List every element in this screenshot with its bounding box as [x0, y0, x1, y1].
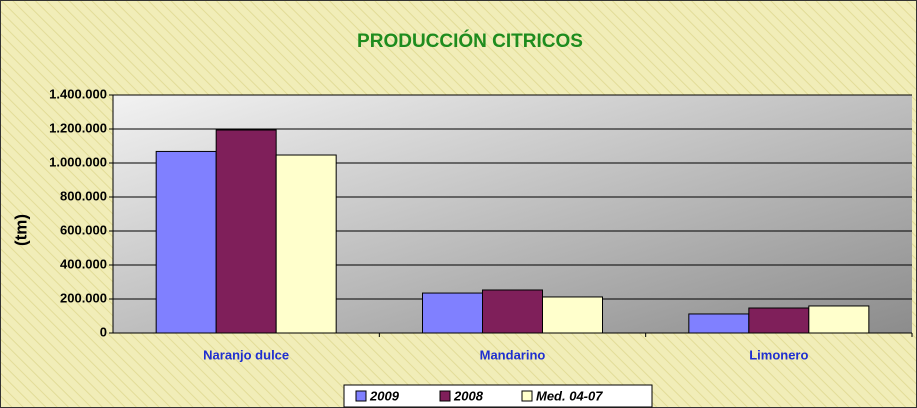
y-tick-label: 600.000 [60, 222, 107, 237]
x-tick-label: Limonero [749, 347, 808, 362]
y-tick-label: 400.000 [60, 256, 107, 271]
y-tick-label: 1.400.000 [49, 86, 107, 101]
bar [422, 292, 483, 334]
bar [808, 305, 870, 334]
legend-label: 2009 [369, 388, 400, 403]
bar [275, 154, 337, 334]
bar [542, 296, 603, 334]
bar [688, 313, 750, 334]
legend-swatch [521, 390, 533, 402]
legend-label: Med. 04-07 [536, 388, 603, 403]
y-tick-label: 1.200.000 [49, 120, 107, 135]
legend-swatch [439, 390, 451, 402]
legend-swatch [355, 390, 367, 402]
legend-label: 2008 [453, 388, 484, 403]
y-tick-label: 1.000.000 [49, 154, 107, 169]
y-tick-label: 800.000 [60, 188, 107, 203]
y-axis-label: (tm) [11, 214, 30, 246]
legend-box [343, 384, 653, 408]
chart-title: PRODUCCIÓN CITRICOS [357, 30, 583, 52]
bar [482, 289, 543, 334]
y-tick-label: 0 [100, 324, 107, 339]
x-tick-label: Naranjo dulce [203, 347, 289, 362]
bar [155, 150, 217, 334]
bar [215, 129, 277, 334]
bar [748, 307, 810, 334]
x-tick-label: Mandarino [480, 347, 546, 362]
y-tick-label: 200.000 [60, 290, 107, 305]
